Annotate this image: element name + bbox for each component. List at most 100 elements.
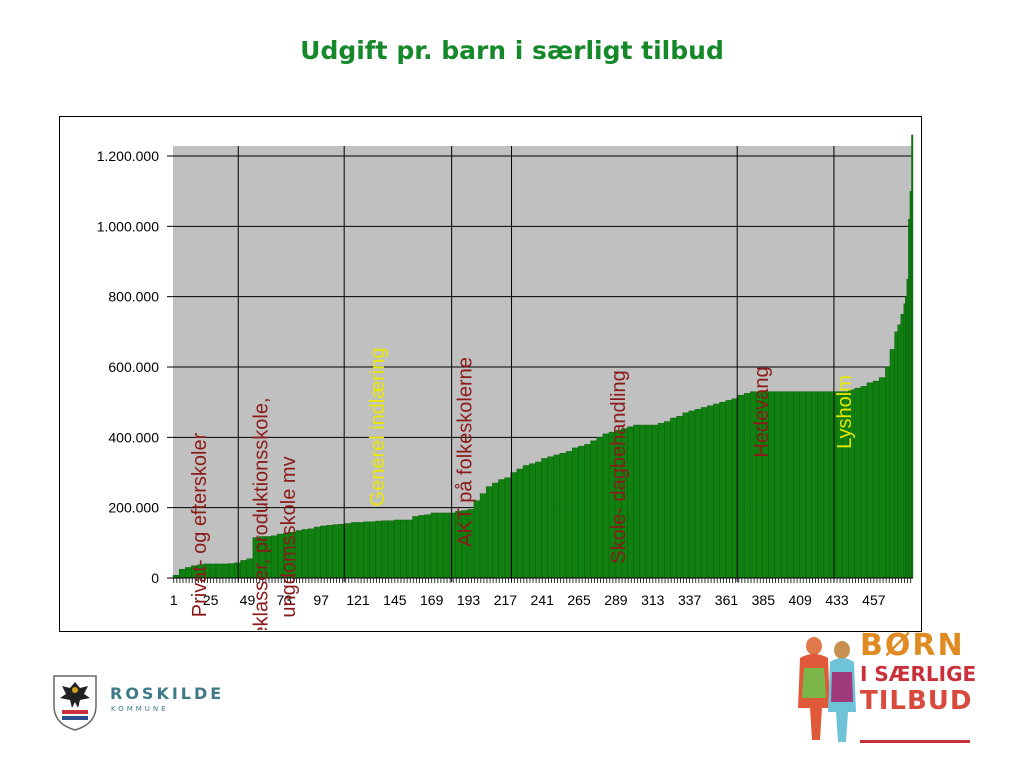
roskilde-logo-subtitle: KOMMUNE: [111, 705, 169, 713]
x-tick-label: 457: [862, 592, 886, 608]
y-tick-label: 200.000: [108, 500, 159, 516]
bar: [344, 523, 352, 579]
chart-frame: 0 200.000 400.000 600.000 800.000 1.000.000 1.…: [59, 116, 922, 632]
bar: [553, 454, 561, 579]
x-tick-label: 241: [531, 592, 555, 608]
bar: [535, 461, 542, 579]
y-tick-label: 1.000.000: [97, 218, 159, 234]
x-tick-label: 289: [604, 592, 628, 608]
bar: [393, 519, 401, 579]
bar: [786, 391, 794, 579]
y-tick-label: 0: [151, 570, 159, 586]
bar: [363, 521, 370, 579]
x-tick-label: 73: [277, 592, 293, 608]
bar: [559, 452, 567, 579]
slide-title: Udgift pr. barn i særligt tilbud: [300, 36, 724, 65]
bar: [221, 563, 229, 579]
bar: [375, 520, 382, 579]
group-annotation: Lysholm: [834, 375, 856, 449]
bar: [897, 324, 901, 579]
x-tick-label: 337: [678, 592, 702, 608]
bar: [578, 445, 585, 579]
bar: [694, 409, 702, 579]
bar: [522, 465, 530, 579]
bar: [799, 391, 806, 579]
children-figures-icon: [798, 637, 970, 743]
bar: [713, 403, 720, 579]
bar: [645, 424, 653, 579]
boern-logo-line1: BØRN: [860, 628, 965, 663]
bar: [240, 560, 247, 579]
x-tick-label: 409: [788, 592, 812, 608]
bar: [670, 417, 677, 579]
bar: [528, 463, 536, 579]
bar: [178, 569, 186, 579]
group-annotation: ungdomsskole mv: [278, 456, 300, 617]
bar: [805, 391, 812, 579]
bar: [430, 512, 438, 579]
group-annotation: Læseklasser, produktionsskole,: [250, 397, 272, 630]
bar: [584, 444, 591, 579]
bar: [707, 405, 714, 579]
coat-of-arms-icon: [53, 675, 97, 731]
bar: [719, 401, 726, 579]
bar: [301, 529, 309, 579]
x-tick-label: 25: [203, 592, 219, 608]
bar: [866, 382, 874, 579]
bar: [479, 493, 487, 579]
bar: [633, 424, 640, 579]
bar: [424, 514, 432, 579]
bar: [793, 391, 800, 579]
bar: [905, 296, 908, 579]
x-tick-label: 433: [825, 592, 849, 608]
x-tick-label: 145: [383, 592, 407, 608]
roskilde-logo-name: ROSKILDE: [110, 684, 225, 703]
bar: [596, 437, 604, 579]
bar: [541, 458, 548, 579]
bar: [406, 519, 413, 579]
bar: [357, 522, 364, 579]
boern-logo-line3: TILBUD: [860, 686, 973, 716]
bar: [565, 451, 573, 579]
bar: [350, 522, 358, 579]
x-tick-label: 361: [715, 592, 739, 608]
bar: [651, 424, 659, 579]
bar: [664, 421, 671, 579]
x-tick-label: 97: [313, 592, 329, 608]
bar: [774, 391, 782, 579]
y-tick-label: 400.000: [108, 429, 159, 445]
bar: [885, 366, 891, 579]
bar: [485, 486, 493, 579]
bar: [903, 303, 906, 579]
y-tick-label: 600.000: [108, 359, 159, 375]
group-annotation: Hedevang: [751, 366, 773, 457]
bar: [307, 528, 315, 579]
bar: [879, 377, 886, 579]
bar: [516, 468, 524, 579]
x-tick-label: 265: [567, 592, 591, 608]
bar: [889, 349, 895, 579]
bar: [498, 479, 505, 579]
bar: [700, 407, 708, 579]
bar: [900, 314, 904, 579]
bar: [228, 563, 235, 579]
bar: [909, 190, 912, 579]
bar: [682, 412, 690, 579]
bar: [725, 400, 733, 579]
bar: [436, 512, 444, 579]
bar: [911, 134, 914, 579]
x-tick-label: 385: [752, 592, 776, 608]
bar: [872, 380, 880, 579]
group-annotation: Privat- og efterskoler: [189, 432, 211, 617]
bar: [314, 526, 321, 579]
y-tick-label: 800.000: [108, 289, 159, 305]
bar: [823, 391, 831, 579]
bar: [688, 410, 696, 579]
bar: [657, 423, 665, 579]
bar: [418, 515, 425, 579]
bar: [320, 525, 327, 579]
bar: [369, 521, 376, 579]
group-annotation: AKT på folkeskolerne: [455, 357, 477, 547]
bar: [860, 386, 868, 579]
x-tick-label: 169: [420, 592, 444, 608]
